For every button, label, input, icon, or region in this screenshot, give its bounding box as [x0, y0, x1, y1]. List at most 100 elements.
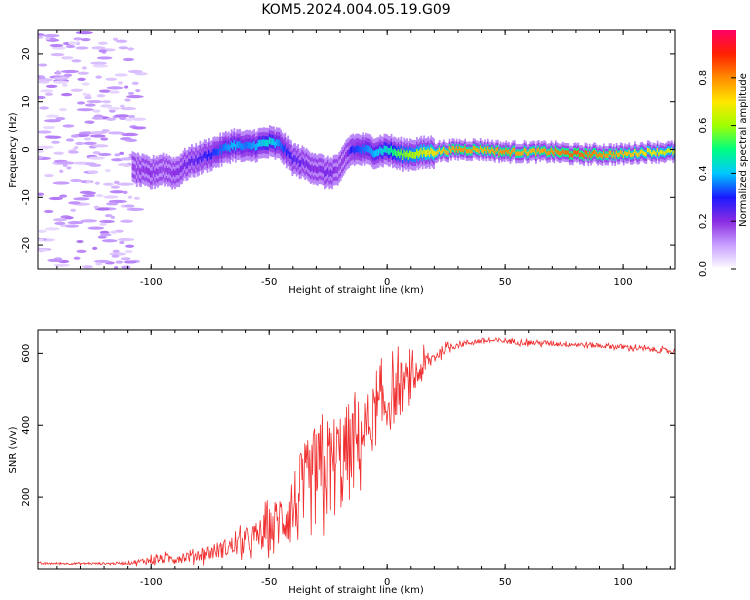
spectrogram-cell [46, 135, 62, 139]
spectrogram-cell [591, 151, 594, 156]
spectrogram-cell [358, 145, 360, 153]
spectrogram-cell [189, 159, 192, 166]
spectrogram-cell [51, 46, 66, 50]
spectrogram-cell [144, 167, 147, 175]
spectrogram-cell [529, 148, 532, 154]
spectrogram-cell [171, 170, 174, 178]
spectrogram-cell [50, 53, 65, 57]
spectrogram-cell [95, 193, 104, 198]
colorbar-gradient [712, 30, 736, 269]
spectrogram-cell [574, 149, 577, 155]
spectrogram-cell [38, 95, 46, 100]
spectrogram-cell [348, 149, 350, 157]
spectrogram-y-tick-label: 10 [21, 95, 32, 108]
spectrogram-cell [82, 265, 93, 269]
spectrogram-cell [578, 152, 581, 158]
spectrogram-cell [38, 229, 47, 233]
spectrogram-cell [70, 88, 83, 92]
spectrogram-cell [191, 156, 193, 163]
spectrogram-cell [195, 155, 198, 162]
spectrogram-cell [260, 140, 263, 147]
spectrogram-cell [119, 116, 127, 120]
spectrogram-cell [109, 109, 116, 113]
spectrogram-cell [668, 148, 670, 153]
spectrogram-cell [99, 219, 115, 224]
spectrogram-cell [48, 196, 63, 201]
spectrogram-cell [64, 224, 80, 228]
spectrogram-cell [202, 154, 205, 161]
spectrogram-cell [118, 46, 129, 50]
spectrogram-cell [45, 36, 51, 41]
spectrogram-cell [636, 153, 639, 158]
spectrogram-cell [206, 154, 209, 161]
spectrogram-cell [77, 101, 86, 105]
spectrogram-cell [122, 57, 135, 62]
spectrogram-cell [322, 166, 325, 174]
spectrogram-cell [386, 146, 389, 153]
spectrogram-cell [210, 152, 213, 159]
spectrogram-cell [622, 153, 625, 159]
spectrogram-cell [423, 147, 425, 155]
colorbar-tick-label: 0.0 [698, 261, 709, 277]
spectrogram-cell [363, 146, 366, 154]
spectrogram-cell [112, 249, 120, 253]
spectrogram-cell [564, 150, 567, 155]
spectrogram-cell [114, 114, 130, 118]
spectrogram-cell [86, 99, 103, 104]
spectrogram-cell [66, 166, 72, 170]
spectrogram-cell [285, 149, 288, 157]
spectrogram-cell [311, 164, 314, 172]
spectrogram-cell [119, 240, 125, 245]
spectrogram-cell [209, 152, 212, 160]
spectrogram-cell [428, 150, 431, 158]
spectrogram-cell [256, 143, 258, 150]
spectrogram-cell [284, 144, 287, 152]
spectrogram-cell [114, 73, 128, 77]
spectrogram-cell [124, 138, 138, 142]
spectrogram-cell [110, 230, 118, 234]
spectrogram-cell [324, 170, 326, 178]
spectrogram-cell [291, 157, 294, 165]
spectrogram-cell [53, 218, 68, 222]
spectrogram-cell [491, 147, 493, 152]
spectrogram-cell [329, 169, 332, 176]
spectrogram-cell [392, 149, 394, 157]
spectrogram-cell [600, 153, 602, 158]
spectrogram-cell [338, 164, 341, 171]
spectrogram-cell [624, 150, 626, 156]
spectrogram-cell [349, 147, 352, 154]
spectrogram-cell [394, 149, 397, 157]
spectrogram-cell [178, 168, 181, 176]
spectrogram-cell [287, 147, 290, 155]
spectrogram-cell [97, 41, 108, 45]
spectrogram-cell [367, 145, 370, 153]
spectrogram-cell [193, 159, 196, 166]
snr-x-axis: -100 -50 0 50 100 [56, 330, 671, 588]
spectrogram-cell [126, 207, 145, 211]
spectrogram-cell [236, 141, 239, 148]
spectrogram-cell [519, 151, 522, 156]
spectrogram-cell [509, 152, 512, 157]
spectrogram-cell [155, 167, 158, 175]
spectrogram-cell [275, 139, 278, 146]
spectrogram-cell [121, 265, 131, 269]
spectrogram-cell [200, 155, 203, 163]
snr-panel: -100 -50 0 50 100 200 400 600 Height of straig… [8, 329, 676, 596]
spectrogram-cell [38, 75, 45, 79]
spectrogram-cell [91, 116, 104, 120]
spectrogram-cell [373, 150, 376, 158]
spectrogram-cell [617, 152, 619, 158]
spectrogram-cell [141, 165, 144, 173]
spectrogram-cell [76, 249, 87, 253]
spectrogram-cell [76, 239, 84, 244]
spectrogram-cell [152, 166, 155, 174]
spectrogram-cell [205, 151, 207, 159]
spectrogram-cell [341, 159, 343, 166]
spectrogram-cell [185, 162, 188, 170]
spectrogram-cell [138, 167, 141, 175]
spectrogram-cell [92, 144, 109, 148]
spectrogram-y-tick-label: -20 [21, 237, 32, 253]
spectrogram-cell [73, 197, 90, 201]
spectrogram-cell [56, 70, 61, 74]
spectrogram-cell [598, 152, 601, 157]
